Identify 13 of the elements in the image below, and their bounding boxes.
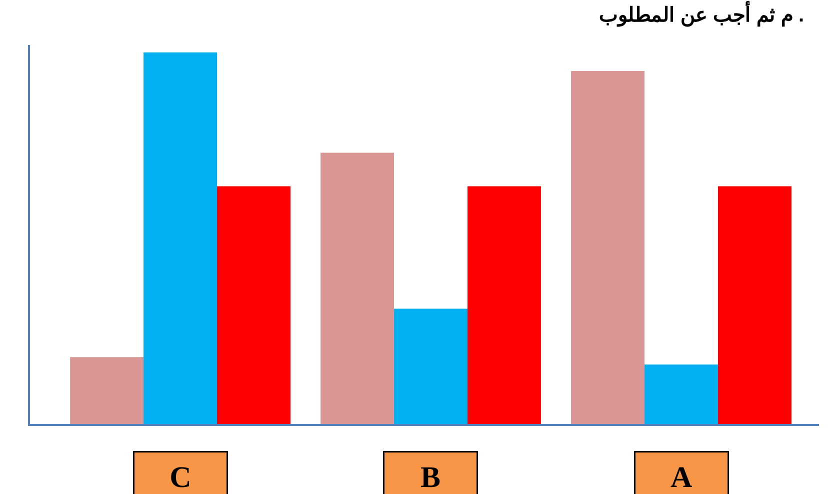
bar: [70, 357, 144, 424]
chart-title: م ثم أجب عن المطلوب .: [598, 0, 804, 28]
bar: [468, 186, 541, 424]
bar: [571, 71, 644, 424]
x-tick-label: A: [670, 461, 692, 494]
x-tick-label: C: [170, 461, 192, 494]
bar: [718, 186, 792, 424]
x-tick-label: B: [420, 461, 441, 494]
bar: [320, 152, 394, 424]
bar: [217, 186, 290, 424]
bar: [644, 364, 718, 424]
bar: [394, 308, 468, 424]
bar: [144, 52, 218, 424]
